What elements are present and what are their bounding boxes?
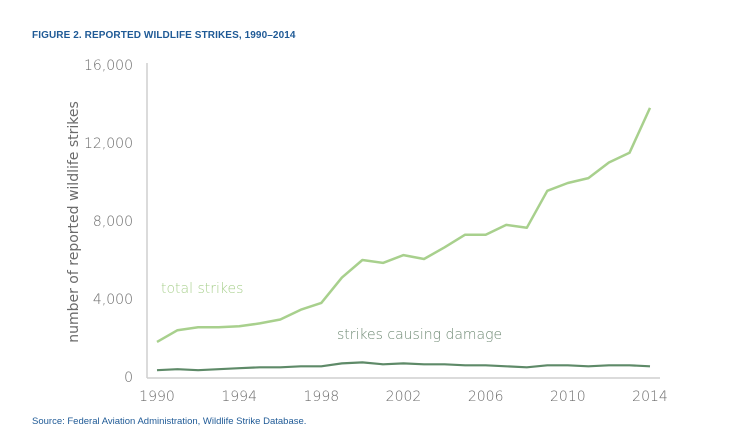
x-tick-label: 2006 [468, 389, 504, 405]
x-tick-label: 2010 [550, 389, 586, 405]
x-tick-label: 2014 [632, 389, 668, 405]
x-tick-label: 1990 [139, 389, 175, 405]
series-line-total-strikes [156, 107, 652, 343]
x-tick-label: 1998 [304, 389, 340, 405]
y-tick-label: 0 [124, 370, 133, 386]
source-note: Source: Federal Aviation Administration,… [32, 416, 307, 427]
y-tick-label: 8,000 [93, 214, 133, 230]
legend-label-strikes-causing-damage: strikes causing damage [337, 327, 502, 343]
y-tick-label: 4,000 [93, 292, 133, 308]
y-tick-label: 12,000 [84, 136, 133, 152]
y-tick-label: 16,000 [84, 58, 133, 74]
legend-label-total-strikes: total strikes [161, 281, 243, 297]
series-line-strikes-causing-damage [156, 361, 651, 372]
x-tick-label: 2002 [386, 389, 422, 405]
figure-title: FIGURE 2. REPORTED WILDLIFE STRIKES, 199… [32, 30, 296, 41]
x-tick-label: 1994 [221, 389, 257, 405]
y-axis-label: number of reported wildlife strikes [66, 101, 82, 343]
